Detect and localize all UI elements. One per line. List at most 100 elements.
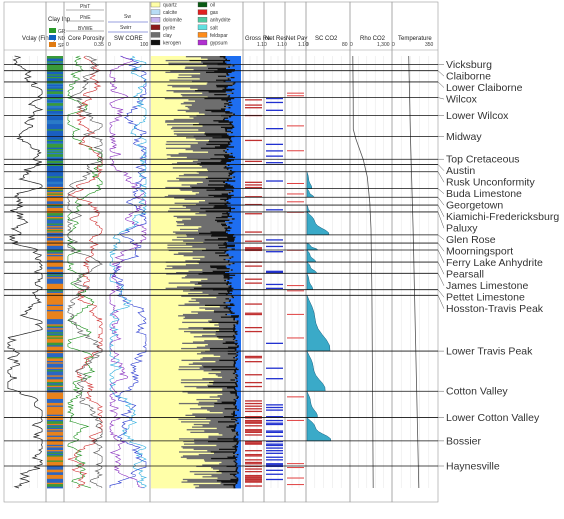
mineral-kerogen-band [224, 408, 238, 410]
lith-band [47, 482, 63, 485]
lith-band [47, 431, 63, 434]
mineral-clay-band [180, 189, 207, 192]
mineral-fluid-band [230, 308, 241, 311]
lith-band [47, 130, 63, 133]
mineral-fluid-band [237, 355, 241, 358]
mineral-clay-band [190, 87, 225, 90]
mineral-clay-band [177, 76, 231, 79]
mineral-fluid-band [224, 118, 241, 121]
mineral-kerogen-band [204, 97, 235, 100]
mineral-fluid-band [236, 465, 241, 468]
mineral-clay-band [219, 463, 236, 465]
mineral-quartz-band [151, 434, 223, 437]
lith-band [47, 82, 63, 84]
net-reservoir-flag [266, 342, 283, 344]
mineral-kerogen-band [214, 93, 227, 96]
mineral-fluid-band [229, 219, 241, 222]
mineral-fluid-band [237, 393, 241, 396]
mineral-fluid-band [235, 427, 241, 430]
mineral-kerogen-band [200, 162, 227, 164]
mineral-quartz-band [151, 325, 220, 328]
mineral-clay-band [193, 117, 224, 120]
mineral-clay-band [222, 389, 235, 392]
mineral-kerogen-band [232, 414, 238, 417]
mineral-clay-band [191, 104, 228, 107]
mineral-kerogen-band [234, 371, 237, 374]
formation-label-23: Bossier [446, 435, 482, 447]
temperature-curve [408, 55, 420, 489]
mineral-fluid-band [230, 202, 241, 205]
mineral-clay-band [181, 379, 231, 382]
lith-band [47, 440, 63, 443]
mineral-fluid-band [238, 368, 241, 371]
sc-co2-area-10 [306, 391, 318, 418]
mineral-quartz-band [151, 173, 184, 176]
track-frame-3 [105, 1, 151, 503]
net-pay-flag [287, 92, 304, 94]
formation-label-6: Top Cretaceous [446, 154, 520, 166]
lith-band [47, 405, 63, 408]
mineral-quartz-band [151, 342, 183, 345]
mineral-clay-band [205, 248, 232, 251]
lith-band [47, 434, 63, 437]
mineral-clay-band [187, 107, 229, 109]
mineral-fluid-band [226, 200, 241, 202]
mineral-quartz-band [151, 344, 208, 346]
net-reservoir-flag [266, 404, 283, 406]
mineral-kerogen-band [235, 383, 238, 385]
mineral-kerogen-band [233, 361, 236, 363]
mineral-fluid-band [234, 412, 241, 414]
net-reservoir-flag [266, 422, 283, 424]
mineral-fluid-band [229, 260, 241, 262]
mineral-swatch-clay [150, 32, 161, 38]
mineral-quartz-band [151, 71, 166, 74]
lith-band [47, 202, 63, 205]
mineral-clay-band [208, 151, 226, 154]
lith-band [47, 319, 63, 321]
mineral-kerogen-band [234, 349, 237, 351]
mineral-fluid-band [237, 374, 241, 376]
gross-reservoir-flag [245, 470, 262, 473]
lith-band [47, 67, 63, 70]
lith-band [47, 358, 63, 361]
mineral-fluid-band [233, 190, 241, 193]
mineral-quartz-band [151, 104, 192, 107]
mineral-swatch-salt [197, 24, 208, 30]
mineral-quartz-band [151, 219, 183, 222]
mineral-fluid-band [235, 410, 241, 413]
mineral-clay-band [202, 92, 232, 95]
mineral-fluid-band [231, 99, 241, 101]
mineral-fluid-band [236, 376, 241, 379]
mineral-fluid-band [236, 370, 241, 372]
net-reservoir-flag [266, 180, 283, 182]
mineral-quartz-band [151, 260, 186, 262]
gross-reservoir-flag [245, 247, 262, 249]
mineral-clay-band [182, 391, 230, 393]
gross-reservoir-flag [245, 410, 262, 413]
gross-reservoir-flag [245, 478, 262, 481]
mineral-kerogen-band [230, 131, 233, 134]
lith-band [47, 351, 63, 354]
mineral-clay-band [190, 145, 221, 147]
mineral-quartz-band [151, 93, 181, 96]
mineral-kerogen-band [236, 396, 239, 399]
lith-band [47, 177, 63, 180]
net-reservoir-flag [266, 463, 283, 465]
mineral-kerogen-band [216, 220, 226, 223]
mineral-clay-band [196, 182, 226, 185]
mineral-clay-band [198, 401, 222, 404]
mineral-quartz-band [151, 190, 193, 193]
mineral-clay-band [193, 448, 219, 451]
mineral-fluid-band [229, 273, 241, 276]
mineral-kerogen-band [226, 426, 236, 429]
mineral-kerogen-band [226, 73, 229, 75]
mineral-kerogen-band [234, 444, 237, 447]
mineral-kerogen-band [236, 472, 239, 474]
mineral-clay-band [204, 256, 232, 258]
mineral-fluid-band [236, 444, 241, 447]
mineral-kerogen-band [233, 363, 236, 366]
lith-band [47, 312, 63, 315]
mineral-clay-band [213, 380, 237, 383]
mineral-clay-band [180, 93, 215, 96]
mineral-quartz-band [151, 202, 175, 205]
